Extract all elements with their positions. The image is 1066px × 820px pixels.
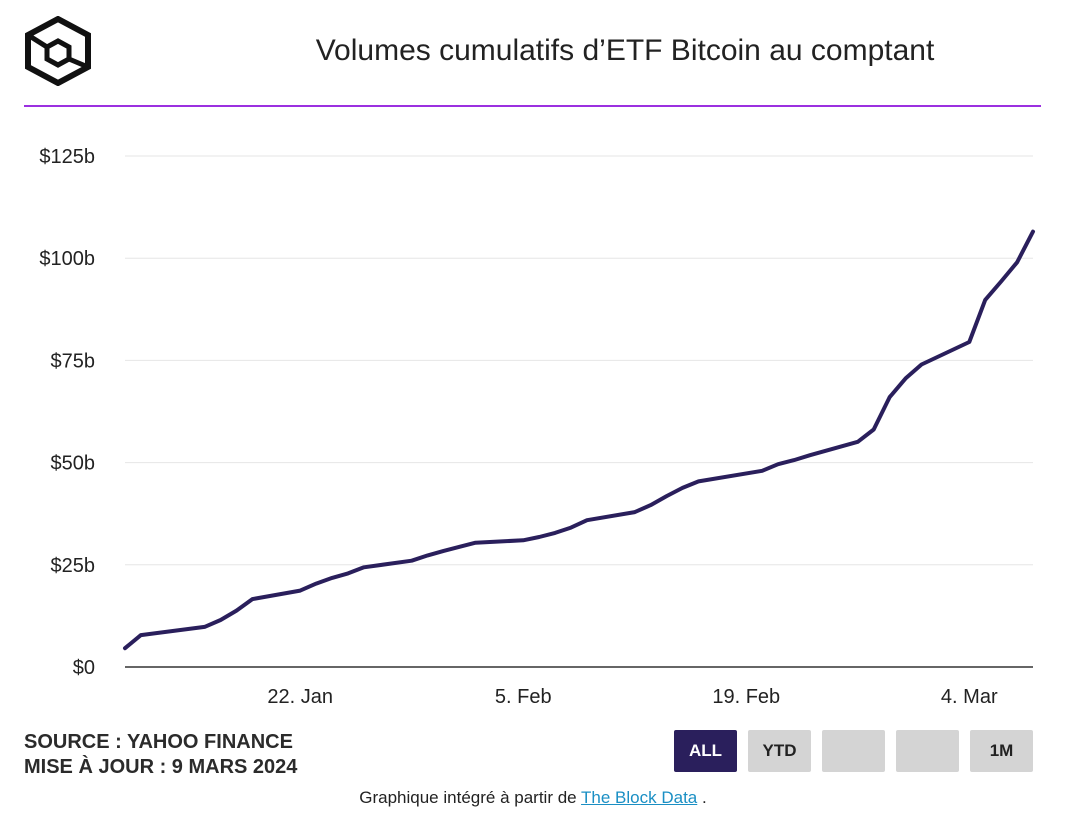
- x-tick-label: 4. Mar: [941, 686, 998, 708]
- title-divider: [24, 105, 1041, 107]
- y-tick-label: $50b: [51, 453, 96, 475]
- series-line: [123, 229, 1035, 651]
- range-blank-button-2[interactable]: [896, 730, 959, 772]
- y-tick-label: $75b: [51, 350, 96, 372]
- x-tick-label: 22. Jan: [267, 686, 333, 708]
- embed-suffix: .: [702, 788, 707, 807]
- y-tick-label: $25b: [51, 555, 96, 577]
- range-ytd-button[interactable]: YTD: [748, 730, 811, 772]
- embed-credit: Graphique intégré à partir de The Block …: [0, 788, 1066, 808]
- updated-label: MISE À JOUR : 9 MARS 2024: [24, 756, 298, 778]
- range-blank-button-1[interactable]: [822, 730, 885, 772]
- the-block-data-link[interactable]: The Block Data: [581, 788, 698, 807]
- chart: $0 $25b $50b $75b $100b $125b 22. Jan 5. Feb 19.…: [39, 146, 1035, 708]
- range-all-button[interactable]: ALL: [674, 730, 737, 772]
- embed-prefix: Graphique intégré à partir de: [359, 788, 577, 807]
- x-tick-label: 5. Feb: [495, 686, 552, 708]
- y-tick-label: $0: [73, 657, 95, 679]
- y-tick-label: $125b: [39, 146, 95, 168]
- chart-title: Volumes cumulatifs d’ETF Bitcoin au comp…: [315, 34, 935, 67]
- source-block: SOURCE : YAHOO FINANCE MISE À JOUR : 9 M…: [24, 730, 297, 780]
- y-tick-label: $100b: [39, 248, 95, 270]
- x-tick-label: 19. Feb: [712, 686, 780, 708]
- the-block-logo-icon: [24, 15, 92, 87]
- range-1m-button[interactable]: 1M: [970, 730, 1033, 772]
- source-label: SOURCE : YAHOO FINANCE: [24, 731, 293, 753]
